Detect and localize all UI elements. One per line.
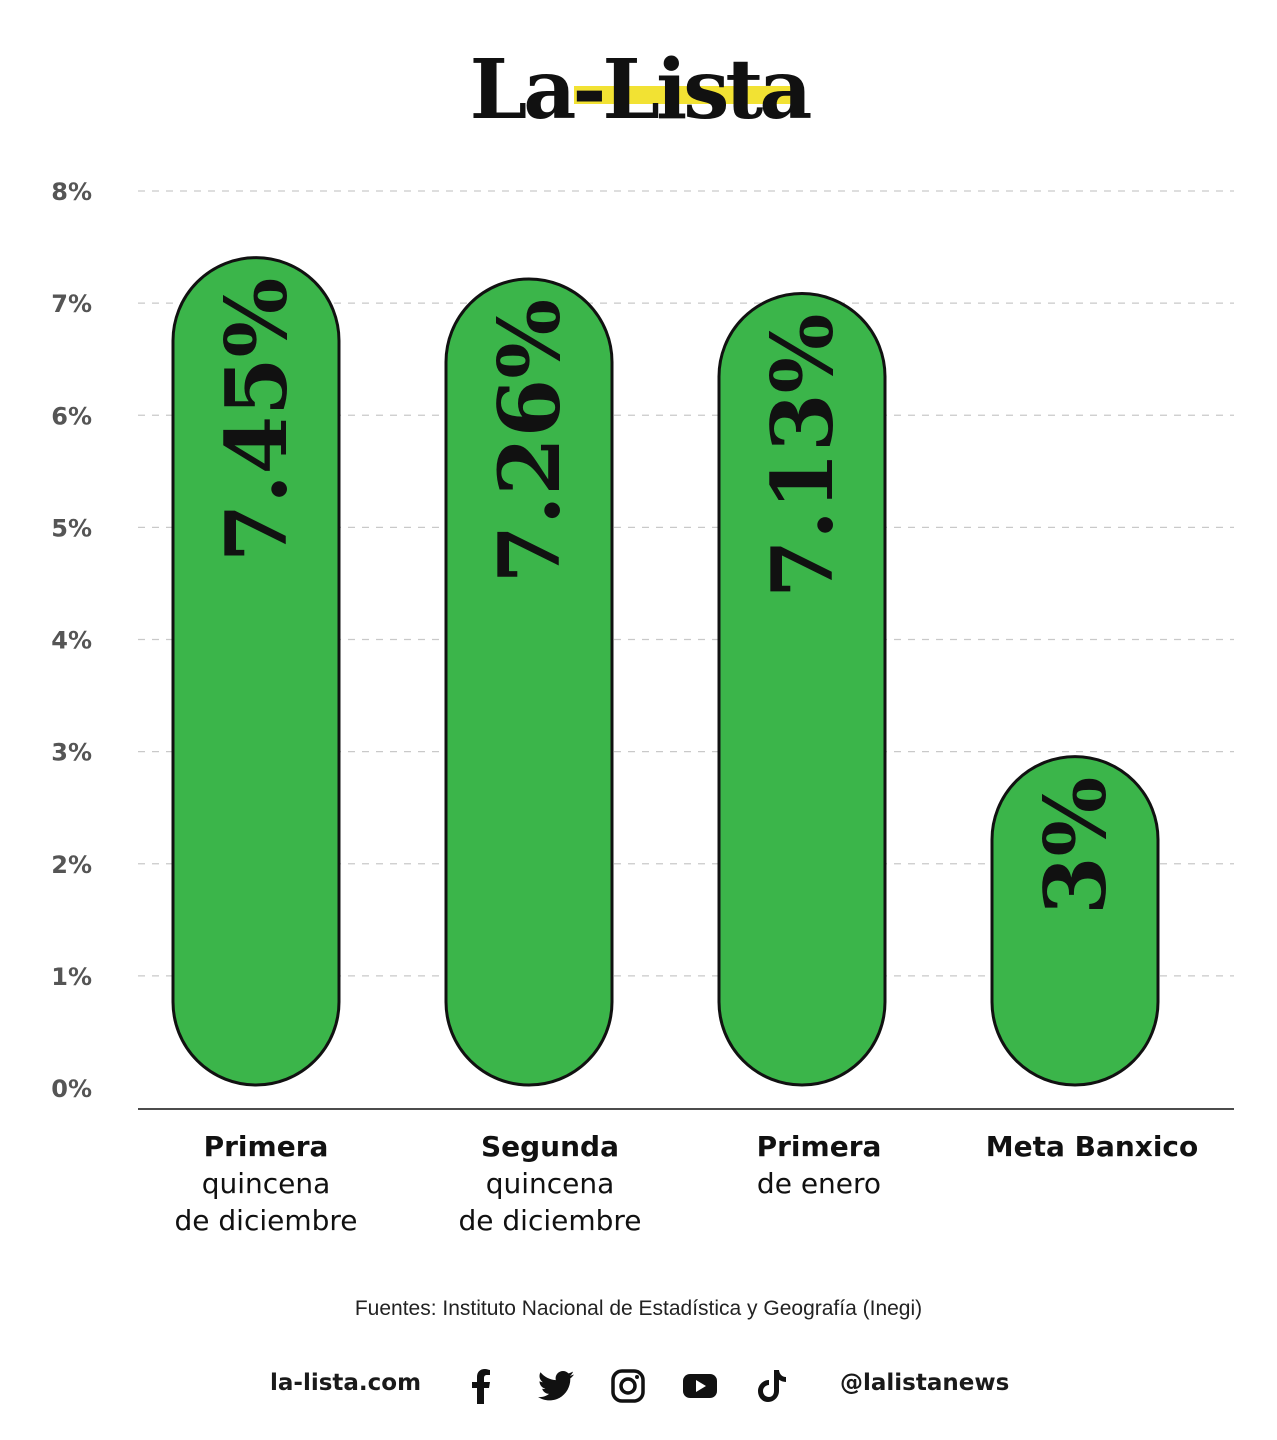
tiktok-icon[interactable] bbox=[753, 1366, 793, 1406]
inflation-bar-chart: 0% 1% 2% 3% 4% 5% 6% 7% 8% 7.45% 7.26% 7.13% 3% Prime… bbox=[51, 178, 1234, 1237]
logo-text: La-Lista bbox=[469, 42, 811, 138]
y-tick-label: 0% bbox=[51, 1075, 92, 1103]
brand-logo: La-Lista bbox=[0, 38, 1277, 138]
x-category-label: Primera bbox=[204, 1130, 329, 1163]
social-handle[interactable]: @lalistanews bbox=[840, 1370, 1010, 1396]
x-category-label: Segunda bbox=[481, 1130, 619, 1163]
logo-wordmark: La-Lista bbox=[469, 42, 815, 138]
source-note: Fuentes: Instituto Nacional de Estadísti… bbox=[354, 1297, 923, 1320]
bar bbox=[717, 292, 887, 1087]
logo-highlight bbox=[573, 86, 794, 104]
instagram-icon[interactable] bbox=[608, 1366, 648, 1406]
y-tick-label: 8% bbox=[51, 178, 92, 206]
y-tick-label: 6% bbox=[51, 402, 92, 430]
bar bbox=[444, 277, 614, 1087]
y-tick-label: 7% bbox=[51, 290, 92, 318]
footer-bar: la-lista.com @lalistanews bbox=[0, 1362, 1277, 1410]
facebook-icon[interactable] bbox=[461, 1366, 501, 1406]
bar-value-label: 7.26% bbox=[480, 299, 579, 583]
site-link[interactable]: la-lista.com bbox=[270, 1370, 422, 1396]
bar-value-label: 7.45% bbox=[207, 278, 306, 562]
x-category-label: de enero bbox=[757, 1167, 881, 1200]
y-tick-label: 2% bbox=[51, 851, 92, 879]
y-tick-label: 1% bbox=[51, 963, 92, 991]
x-category-label: quincena bbox=[202, 1167, 331, 1200]
bar bbox=[990, 755, 1160, 1087]
youtube-icon[interactable] bbox=[680, 1366, 720, 1406]
y-tick-label: 3% bbox=[51, 739, 92, 767]
y-tick-label: 5% bbox=[51, 514, 92, 542]
bar bbox=[171, 256, 341, 1087]
x-category-label: de diciembre bbox=[458, 1204, 641, 1237]
bar-value-label: 3% bbox=[1026, 777, 1125, 915]
bar-value-label: 7.13% bbox=[753, 314, 852, 598]
x-category-label: de diciembre bbox=[174, 1204, 357, 1237]
x-category-label: Meta Banxico bbox=[986, 1130, 1199, 1163]
y-tick-label: 4% bbox=[51, 627, 92, 655]
x-category-label: Primera bbox=[757, 1130, 882, 1163]
twitter-icon[interactable] bbox=[536, 1366, 576, 1406]
x-category-label: quincena bbox=[486, 1167, 615, 1200]
